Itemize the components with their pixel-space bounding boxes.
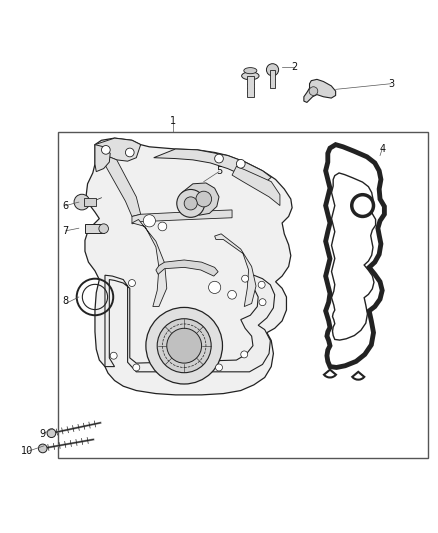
Polygon shape [85, 138, 292, 395]
Ellipse shape [242, 72, 259, 80]
Circle shape [47, 429, 56, 438]
Circle shape [125, 148, 134, 157]
Text: 4: 4 [379, 144, 385, 154]
Polygon shape [154, 149, 271, 184]
Text: 6: 6 [63, 200, 69, 211]
Circle shape [242, 275, 249, 282]
Text: 1: 1 [170, 116, 177, 126]
Bar [247, 76, 254, 97]
Polygon shape [215, 234, 256, 306]
Polygon shape [132, 210, 232, 224]
Circle shape [110, 352, 117, 359]
Circle shape [128, 279, 135, 287]
Bar [58, 132, 428, 458]
Circle shape [167, 328, 201, 363]
Text: 2: 2 [291, 62, 297, 72]
Ellipse shape [244, 68, 257, 74]
Circle shape [241, 351, 248, 358]
Text: 10: 10 [21, 447, 34, 456]
Bar [84, 198, 96, 206]
Circle shape [215, 364, 223, 371]
Circle shape [208, 281, 221, 294]
Polygon shape [156, 260, 218, 276]
Circle shape [133, 364, 140, 371]
Text: 5: 5 [216, 166, 222, 176]
Polygon shape [325, 144, 385, 367]
Circle shape [146, 308, 223, 384]
Polygon shape [182, 183, 219, 215]
Polygon shape [105, 275, 275, 372]
Circle shape [143, 215, 155, 227]
Circle shape [39, 444, 47, 453]
Circle shape [99, 224, 109, 233]
Circle shape [158, 222, 167, 231]
Text: 9: 9 [40, 429, 46, 439]
Text: 7: 7 [63, 226, 69, 236]
Polygon shape [106, 156, 141, 216]
Circle shape [237, 159, 245, 168]
Polygon shape [232, 166, 280, 206]
Circle shape [259, 298, 266, 305]
Wedge shape [352, 372, 364, 379]
Polygon shape [304, 79, 336, 102]
Circle shape [228, 290, 237, 299]
Circle shape [258, 281, 265, 288]
Text: 8: 8 [63, 296, 69, 306]
Text: 3: 3 [388, 79, 394, 88]
Wedge shape [324, 370, 336, 377]
Bar [85, 224, 104, 233]
Circle shape [352, 195, 374, 216]
Circle shape [196, 191, 212, 207]
Circle shape [266, 63, 279, 76]
Circle shape [184, 197, 197, 210]
Circle shape [102, 146, 110, 154]
Circle shape [74, 194, 90, 210]
Circle shape [177, 189, 205, 217]
Circle shape [157, 319, 211, 373]
Polygon shape [95, 144, 110, 172]
Polygon shape [95, 138, 141, 161]
Circle shape [215, 154, 223, 163]
Bar [270, 70, 275, 88]
Circle shape [309, 87, 318, 95]
Polygon shape [132, 220, 167, 306]
